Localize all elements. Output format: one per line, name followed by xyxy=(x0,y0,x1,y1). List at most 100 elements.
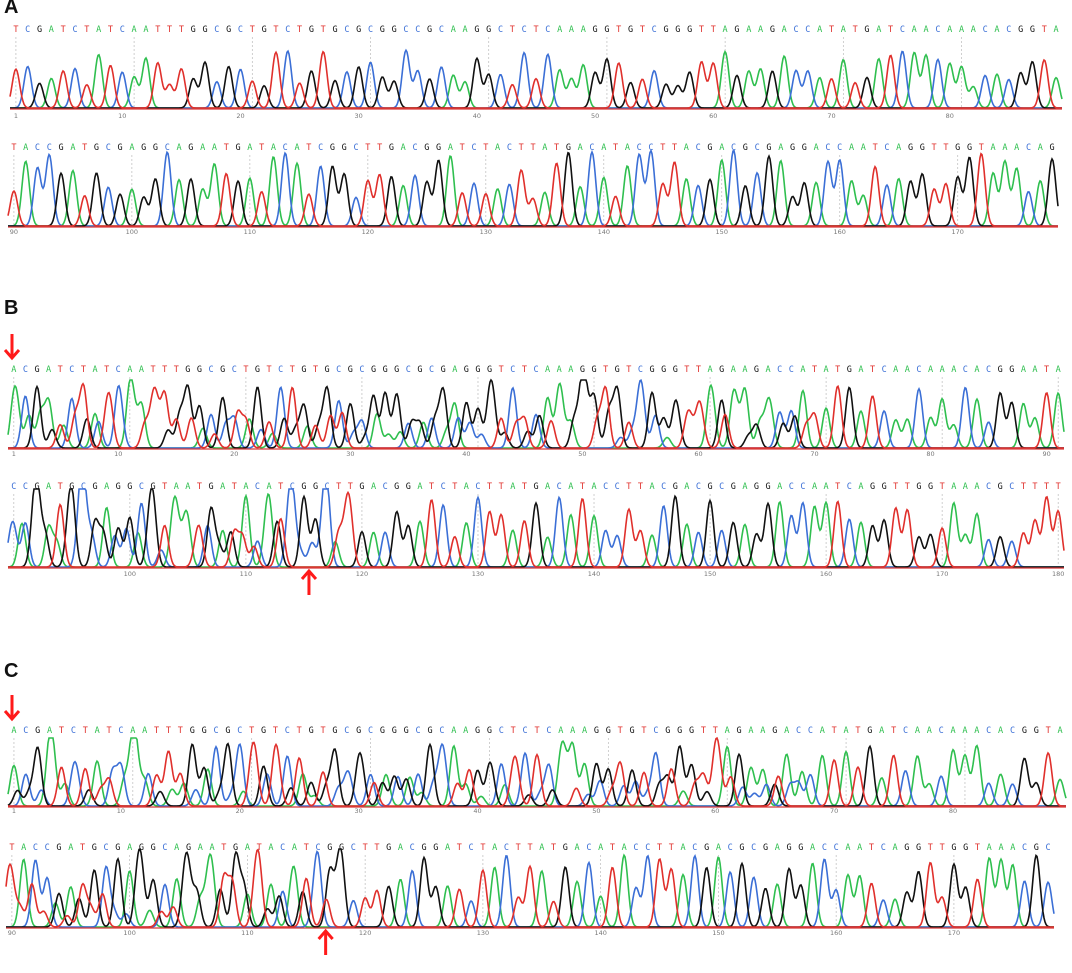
base-call: C xyxy=(471,143,476,153)
base-call: A xyxy=(495,143,500,153)
base-call: G xyxy=(209,482,214,492)
base-call: C xyxy=(935,25,940,35)
base-call: C xyxy=(847,482,852,492)
base-call: C xyxy=(523,726,528,736)
base-call: C xyxy=(213,726,218,736)
start-arrow xyxy=(3,695,21,722)
base-call: G xyxy=(649,365,654,375)
base-call: G xyxy=(262,25,267,35)
base-call: T xyxy=(1056,482,1061,492)
base-call: T xyxy=(660,143,665,153)
base-call: T xyxy=(832,726,837,736)
base-call: A xyxy=(951,482,956,492)
base-call: A xyxy=(463,726,468,736)
tick-label: 30 xyxy=(355,807,363,815)
base-call: A xyxy=(971,25,976,35)
base-call: C xyxy=(808,726,813,736)
base-call: G xyxy=(309,25,314,35)
base-call: G xyxy=(185,365,190,375)
base-call: A xyxy=(684,143,689,153)
base-call: G xyxy=(309,726,314,736)
base-call: A xyxy=(959,25,964,35)
base-call: G xyxy=(356,25,361,35)
base-call: C xyxy=(429,365,434,375)
tick-label: 180 xyxy=(1052,570,1064,578)
base-call: A xyxy=(858,482,863,492)
base-call: T xyxy=(82,143,87,153)
base-call: C xyxy=(882,365,887,375)
base-call: C xyxy=(285,726,290,736)
base-call: T xyxy=(534,726,539,736)
base-call: A xyxy=(987,843,992,853)
base-call: G xyxy=(380,726,385,736)
base-call: C xyxy=(72,25,77,35)
base-call: A xyxy=(417,482,422,492)
base-call: T xyxy=(162,482,167,492)
base-call: G xyxy=(225,726,230,736)
base-call: T xyxy=(80,843,85,853)
base-call: C xyxy=(696,143,701,153)
base-call: G xyxy=(226,25,231,35)
tick-label: 50 xyxy=(591,112,599,120)
base-call: A xyxy=(915,726,920,736)
base-call: A xyxy=(892,843,897,853)
base-call: G xyxy=(389,143,394,153)
base-call: T xyxy=(167,25,172,35)
tick-label: 40 xyxy=(473,112,481,120)
base-call: G xyxy=(327,843,332,853)
base-call: T xyxy=(711,25,716,35)
base-call: C xyxy=(439,726,444,736)
base-call: T xyxy=(257,843,262,853)
base-call: C xyxy=(383,482,388,492)
base-call: C xyxy=(23,726,28,736)
base-call: C xyxy=(1009,482,1014,492)
base-call: A xyxy=(371,482,376,492)
base-call: C xyxy=(719,482,724,492)
tick-label: 80 xyxy=(949,807,957,815)
base-call: A xyxy=(95,726,100,736)
tick-label: 150 xyxy=(716,228,728,236)
base-call: A xyxy=(452,365,457,375)
base-call: G xyxy=(433,843,438,853)
base-call: C xyxy=(280,843,285,853)
tick-label: 140 xyxy=(598,228,610,236)
base-call: T xyxy=(626,365,631,375)
trace-c xyxy=(8,378,1064,449)
base-call: G xyxy=(235,143,240,153)
base-call: G xyxy=(673,365,678,375)
base-call: C xyxy=(652,25,657,35)
base-call: G xyxy=(417,365,422,375)
base-call: G xyxy=(380,25,385,35)
base-call: G xyxy=(731,482,736,492)
base-call: A xyxy=(568,365,573,375)
base-call: A xyxy=(905,365,910,375)
base-call: T xyxy=(684,365,689,375)
tick-label: 60 xyxy=(709,112,717,120)
tick-label: 120 xyxy=(362,228,374,236)
base-call: T xyxy=(905,482,910,492)
base-call: A xyxy=(879,726,884,736)
base-call: C xyxy=(45,843,50,853)
base-call: T xyxy=(522,482,527,492)
base-call: G xyxy=(675,25,680,35)
base-call: A xyxy=(708,365,713,375)
base-call: A xyxy=(746,25,751,35)
tick-label: 110 xyxy=(241,929,253,937)
base-call: T xyxy=(61,25,66,35)
base-call: A xyxy=(784,726,789,736)
tick-label: 50 xyxy=(592,807,600,815)
base-call: C xyxy=(986,365,991,375)
base-call: C xyxy=(983,25,988,35)
tick-label: 120 xyxy=(359,929,371,937)
base-call: T xyxy=(530,143,535,153)
base-call: C xyxy=(237,726,242,736)
base-call: C xyxy=(318,143,323,153)
base-call: G xyxy=(604,25,609,35)
base-call: C xyxy=(325,482,330,492)
base-call: T xyxy=(273,726,278,736)
base-call: C xyxy=(884,143,889,153)
base-call: T xyxy=(641,726,646,736)
base-call: G xyxy=(665,726,670,736)
